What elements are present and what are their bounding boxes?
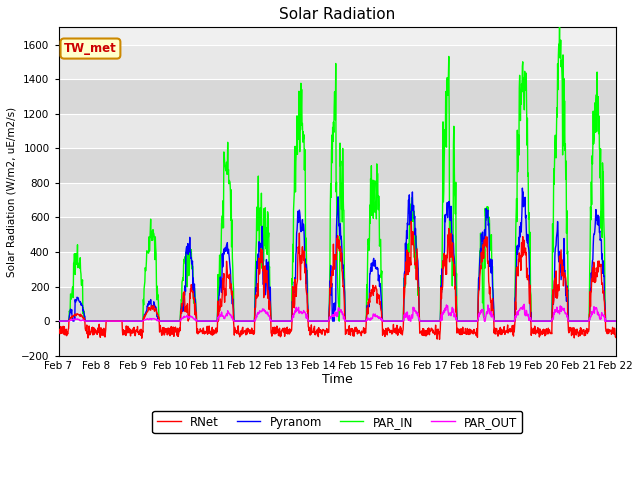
Pyranom	[241, 318, 248, 324]
RNet	[408, 218, 415, 224]
Bar	[58, 114, 616, 148]
PAR_OUT	[520, 301, 528, 307]
Pyranom	[518, 185, 526, 191]
PAR_IN	[241, 318, 248, 324]
PAR_OUT	[546, 318, 554, 324]
RNet	[179, 303, 186, 309]
Pyranom	[497, 318, 504, 324]
PAR_OUT	[54, 318, 62, 324]
Line: RNet: RNet	[58, 221, 616, 339]
Bar	[58, 183, 616, 217]
PAR_IN	[165, 318, 173, 324]
Bar	[58, 252, 616, 287]
RNet	[612, 335, 620, 340]
Line: Pyranom: Pyranom	[58, 188, 616, 321]
PAR_OUT	[497, 318, 504, 324]
X-axis label: Time: Time	[322, 373, 353, 386]
Bar	[58, 79, 616, 114]
PAR_IN	[546, 318, 554, 324]
PAR_OUT	[165, 318, 173, 324]
RNet	[54, 329, 62, 335]
Line: PAR_OUT: PAR_OUT	[58, 304, 616, 321]
RNet	[165, 325, 173, 331]
RNet	[424, 326, 432, 332]
Bar	[58, 321, 616, 356]
Pyranom	[612, 318, 620, 324]
Y-axis label: Solar Radiation (W/m2, uE/m2/s): Solar Radiation (W/m2, uE/m2/s)	[7, 107, 17, 276]
PAR_IN	[424, 318, 431, 324]
Line: PAR_IN: PAR_IN	[58, 25, 616, 321]
PAR_OUT	[179, 315, 186, 321]
Bar	[58, 45, 616, 79]
Bar	[58, 287, 616, 321]
Pyranom	[424, 318, 431, 324]
RNet	[547, 331, 554, 336]
Text: TW_met: TW_met	[64, 42, 117, 55]
RNet	[241, 328, 248, 334]
RNet	[436, 336, 444, 342]
Pyranom	[165, 318, 173, 324]
Legend: RNet, Pyranom, PAR_IN, PAR_OUT: RNet, Pyranom, PAR_IN, PAR_OUT	[152, 411, 522, 433]
Pyranom	[179, 302, 186, 308]
PAR_IN	[556, 23, 563, 28]
RNet	[497, 332, 505, 337]
Title: Solar Radiation: Solar Radiation	[279, 7, 396, 22]
PAR_IN	[179, 278, 186, 284]
PAR_IN	[54, 318, 62, 324]
PAR_IN	[497, 318, 504, 324]
Bar	[58, 217, 616, 252]
Bar	[58, 148, 616, 183]
PAR_IN	[612, 318, 620, 324]
PAR_OUT	[612, 318, 620, 324]
Pyranom	[546, 318, 554, 324]
PAR_OUT	[424, 318, 431, 324]
Pyranom	[54, 318, 62, 324]
PAR_OUT	[241, 318, 248, 324]
